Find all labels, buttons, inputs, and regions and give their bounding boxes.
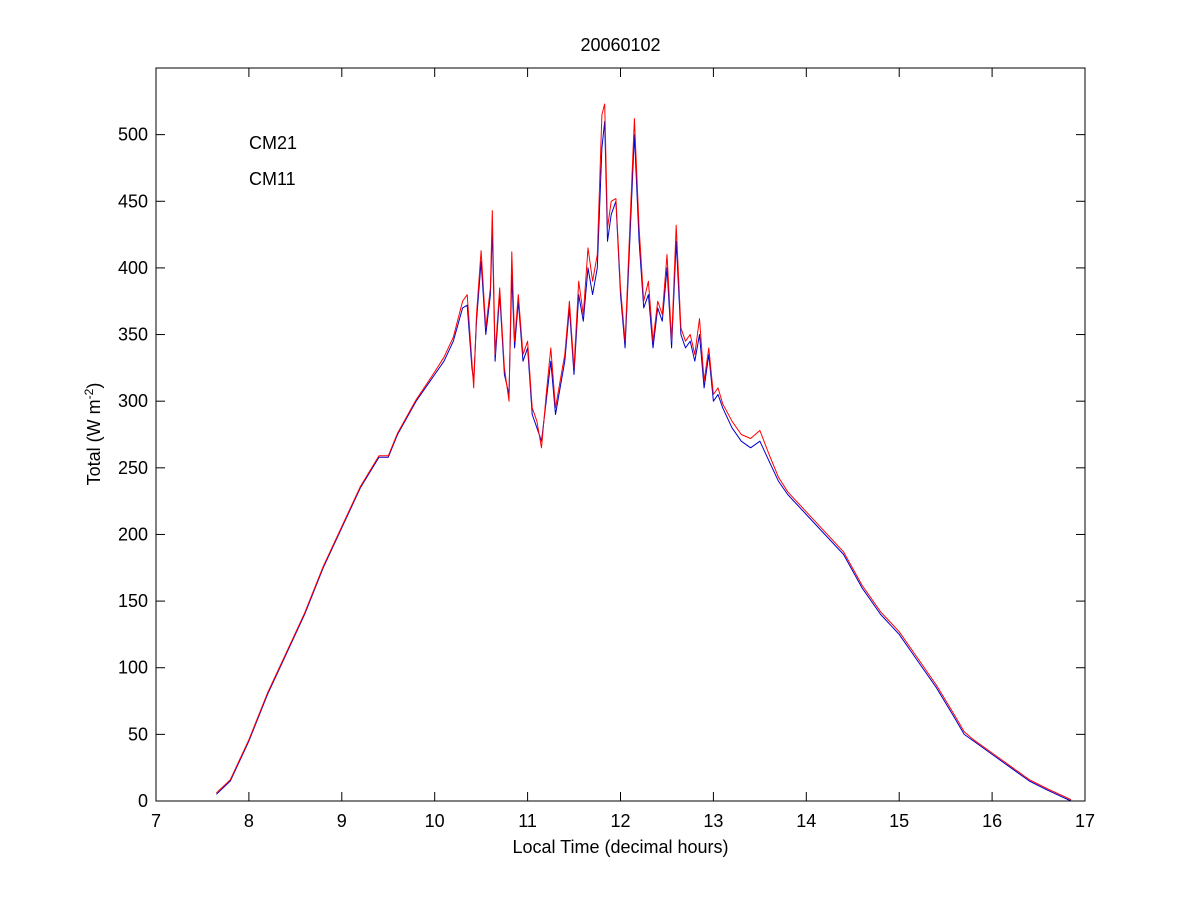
x-axis-ticks: 7 8 9 10 11 12 13 14 15 16 17 — [151, 68, 1095, 831]
y-tick-label: 0 — [138, 791, 148, 811]
legend-entry-cm11: CM11 — [249, 169, 296, 189]
x-tick-label: 10 — [425, 811, 445, 831]
y-axis-label-main: Total (W m — [84, 399, 104, 485]
x-tick-label: 14 — [796, 811, 816, 831]
y-tick-label: 100 — [118, 658, 148, 678]
x-tick-label: 9 — [337, 811, 347, 831]
y-tick-label: 200 — [118, 524, 148, 544]
series-layer — [216, 103, 1072, 802]
x-axis-label: Local Time (decimal hours) — [512, 837, 728, 857]
x-tick-label: 11 — [518, 811, 537, 831]
y-tick-label: 450 — [118, 191, 148, 211]
x-tick-label: 16 — [982, 811, 1002, 831]
y-tick-label: 300 — [118, 391, 148, 411]
y-tick-label: 50 — [128, 724, 148, 744]
series-line-cm21 — [216, 120, 1072, 802]
y-axis-label-superscript: -2 — [82, 388, 96, 399]
x-tick-label: 17 — [1075, 811, 1095, 831]
series-line-cm11 — [216, 103, 1072, 801]
y-tick-label: 250 — [118, 458, 148, 478]
y-tick-label: 150 — [118, 591, 148, 611]
x-tick-label: 12 — [610, 811, 630, 831]
y-axis-label-close: ) — [84, 383, 104, 389]
x-tick-label: 7 — [151, 811, 161, 831]
x-tick-label: 13 — [703, 811, 723, 831]
x-tick-label: 8 — [244, 811, 254, 831]
y-axis-ticks: 0 50 100 150 200 250 300 350 400 450 500 — [118, 125, 1085, 811]
y-tick-label: 400 — [118, 258, 148, 278]
legend-entry-cm21: CM21 — [249, 133, 297, 153]
y-axis-label: Total (W m-2) — [82, 383, 104, 486]
y-tick-label: 350 — [118, 325, 148, 345]
chart-title: 20060102 — [580, 35, 660, 55]
x-tick-label: 15 — [889, 811, 909, 831]
y-tick-label: 500 — [118, 125, 148, 145]
